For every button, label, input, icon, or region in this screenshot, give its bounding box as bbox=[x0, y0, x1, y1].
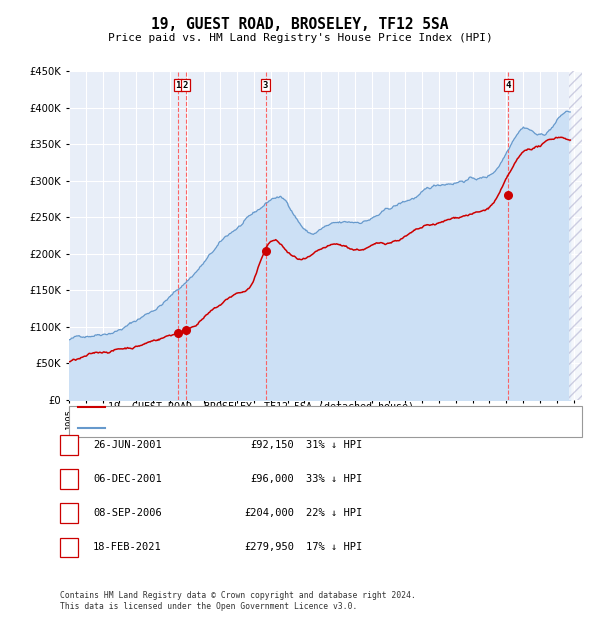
Text: £204,000: £204,000 bbox=[244, 508, 294, 518]
Text: 33% ↓ HPI: 33% ↓ HPI bbox=[306, 474, 362, 484]
Text: 31% ↓ HPI: 31% ↓ HPI bbox=[306, 440, 362, 450]
Text: 19, GUEST ROAD, BROSELEY, TF12 5SA: 19, GUEST ROAD, BROSELEY, TF12 5SA bbox=[151, 17, 449, 32]
Text: 3: 3 bbox=[263, 81, 268, 90]
Text: Contains HM Land Registry data © Crown copyright and database right 2024.: Contains HM Land Registry data © Crown c… bbox=[60, 591, 416, 600]
Text: 4: 4 bbox=[66, 542, 72, 552]
Text: 08-SEP-2006: 08-SEP-2006 bbox=[93, 508, 162, 518]
Text: 26-JUN-2001: 26-JUN-2001 bbox=[93, 440, 162, 450]
Text: 06-DEC-2001: 06-DEC-2001 bbox=[93, 474, 162, 484]
Text: Price paid vs. HM Land Registry's House Price Index (HPI): Price paid vs. HM Land Registry's House … bbox=[107, 33, 493, 43]
Text: 2: 2 bbox=[183, 81, 188, 90]
Text: 18-FEB-2021: 18-FEB-2021 bbox=[93, 542, 162, 552]
Bar bbox=[569, 71, 582, 400]
Text: £92,150: £92,150 bbox=[250, 440, 294, 450]
Text: This data is licensed under the Open Government Licence v3.0.: This data is licensed under the Open Gov… bbox=[60, 602, 358, 611]
Text: 17% ↓ HPI: 17% ↓ HPI bbox=[306, 542, 362, 552]
Text: 22% ↓ HPI: 22% ↓ HPI bbox=[306, 508, 362, 518]
Text: 3: 3 bbox=[66, 508, 72, 518]
Text: HPI: Average price, detached house, Shropshire: HPI: Average price, detached house, Shro… bbox=[108, 423, 384, 433]
Text: 4: 4 bbox=[506, 81, 511, 90]
Text: 19, GUEST ROAD, BROSELEY, TF12 5SA (detached house): 19, GUEST ROAD, BROSELEY, TF12 5SA (deta… bbox=[108, 402, 414, 412]
Text: 2: 2 bbox=[66, 474, 72, 484]
Text: 1: 1 bbox=[66, 440, 72, 450]
Text: 1: 1 bbox=[175, 81, 181, 90]
Text: £279,950: £279,950 bbox=[244, 542, 294, 552]
Text: £96,000: £96,000 bbox=[250, 474, 294, 484]
